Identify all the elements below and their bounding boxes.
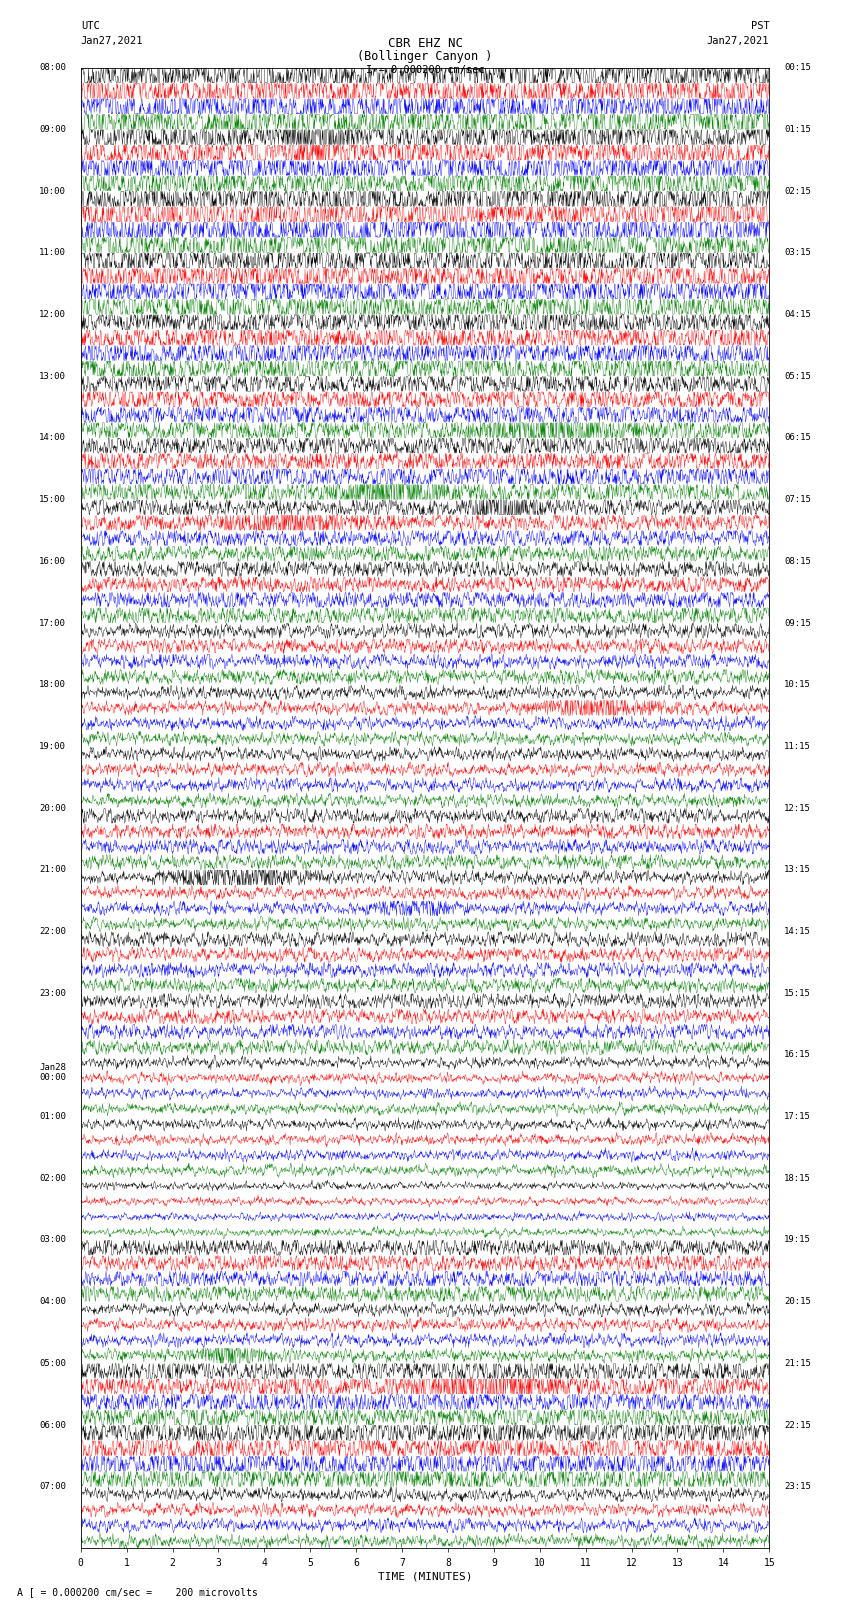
Text: 23:00: 23:00: [39, 989, 66, 998]
Text: 02:00: 02:00: [39, 1174, 66, 1182]
Text: Jan28: Jan28: [39, 1063, 66, 1071]
Text: 07:15: 07:15: [784, 495, 811, 505]
Text: 15:00: 15:00: [39, 495, 66, 505]
Text: 15:15: 15:15: [784, 989, 811, 998]
Text: 16:00: 16:00: [39, 556, 66, 566]
Text: A [ = 0.000200 cm/sec =    200 microvolts: A [ = 0.000200 cm/sec = 200 microvolts: [17, 1587, 258, 1597]
Text: (Bollinger Canyon ): (Bollinger Canyon ): [357, 50, 493, 63]
Text: 04:15: 04:15: [784, 310, 811, 319]
Text: 09:00: 09:00: [39, 124, 66, 134]
Text: 01:15: 01:15: [784, 124, 811, 134]
Text: 00:15: 00:15: [784, 63, 811, 73]
Text: Jan27,2021: Jan27,2021: [81, 35, 144, 45]
Text: 07:00: 07:00: [39, 1482, 66, 1492]
Text: 20:00: 20:00: [39, 803, 66, 813]
Text: 00:00: 00:00: [39, 1063, 66, 1082]
Text: 19:00: 19:00: [39, 742, 66, 752]
Text: 05:00: 05:00: [39, 1358, 66, 1368]
Text: 18:00: 18:00: [39, 681, 66, 689]
Text: 16:15: 16:15: [784, 1050, 811, 1060]
Text: 22:15: 22:15: [784, 1421, 811, 1429]
Text: 23:15: 23:15: [784, 1482, 811, 1492]
Text: 13:15: 13:15: [784, 865, 811, 874]
Text: 03:00: 03:00: [39, 1236, 66, 1245]
Text: 17:15: 17:15: [784, 1111, 811, 1121]
Text: 19:15: 19:15: [784, 1236, 811, 1245]
Text: 02:15: 02:15: [784, 187, 811, 195]
Text: 01:00: 01:00: [39, 1111, 66, 1121]
Text: 12:00: 12:00: [39, 310, 66, 319]
Text: I = 0.000200 cm/sec: I = 0.000200 cm/sec: [366, 65, 484, 76]
Text: 20:15: 20:15: [784, 1297, 811, 1307]
Text: Jan27,2021: Jan27,2021: [706, 35, 769, 45]
Text: 22:00: 22:00: [39, 927, 66, 936]
Text: 21:00: 21:00: [39, 865, 66, 874]
Text: 18:15: 18:15: [784, 1174, 811, 1182]
X-axis label: TIME (MINUTES): TIME (MINUTES): [377, 1571, 473, 1582]
Text: 03:15: 03:15: [784, 248, 811, 258]
Text: 10:00: 10:00: [39, 187, 66, 195]
Text: CBR EHZ NC: CBR EHZ NC: [388, 37, 462, 50]
Text: 11:15: 11:15: [784, 742, 811, 752]
Text: 06:15: 06:15: [784, 434, 811, 442]
Text: 04:00: 04:00: [39, 1297, 66, 1307]
Text: PST: PST: [751, 21, 769, 31]
Text: 12:15: 12:15: [784, 803, 811, 813]
Text: 14:15: 14:15: [784, 927, 811, 936]
Text: 08:15: 08:15: [784, 556, 811, 566]
Text: UTC: UTC: [81, 21, 99, 31]
Text: 05:15: 05:15: [784, 371, 811, 381]
Text: 08:00: 08:00: [39, 63, 66, 73]
Text: 14:00: 14:00: [39, 434, 66, 442]
Text: 10:15: 10:15: [784, 681, 811, 689]
Text: 17:00: 17:00: [39, 618, 66, 627]
Text: 11:00: 11:00: [39, 248, 66, 258]
Text: 21:15: 21:15: [784, 1358, 811, 1368]
Text: 09:15: 09:15: [784, 618, 811, 627]
Text: 06:00: 06:00: [39, 1421, 66, 1429]
Text: 13:00: 13:00: [39, 371, 66, 381]
